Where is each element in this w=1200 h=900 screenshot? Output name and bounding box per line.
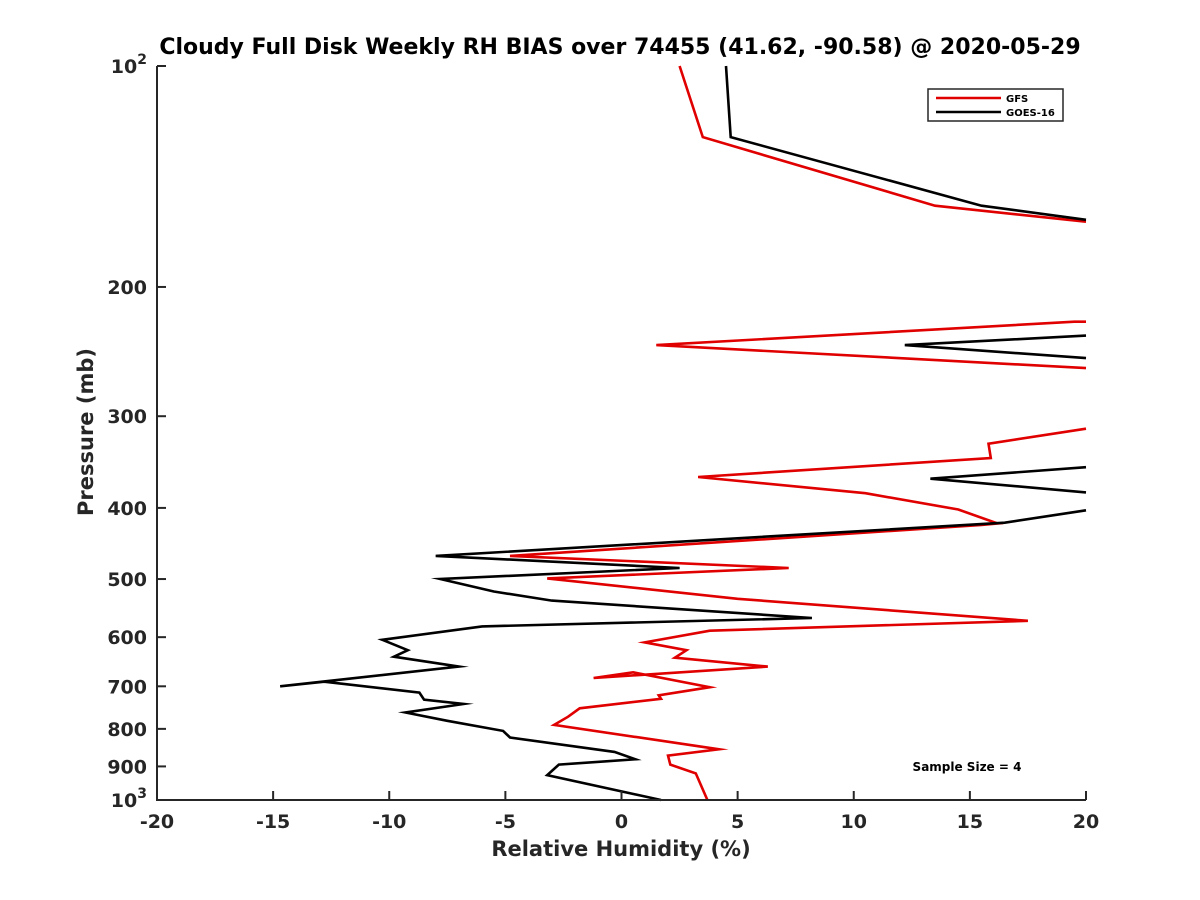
x-tick-label: -20 <box>140 811 174 833</box>
axes <box>156 66 1086 801</box>
series-goes-16-line-3 <box>279 509 1087 802</box>
y-tick-label: 102 <box>111 52 147 78</box>
series-goes-16-line-0 <box>724 65 1087 222</box>
sample-size-annotation: Sample Size = 4 <box>913 760 1022 774</box>
y-tick-label: 600 <box>107 627 147 649</box>
x-tick-label: -10 <box>372 811 406 833</box>
series-gfs-line-0 <box>678 65 1087 223</box>
series-goes-16-line-1 <box>904 334 1087 360</box>
y-tick-label: 200 <box>107 277 147 299</box>
legend-label: GFS <box>1006 94 1028 105</box>
series-goes-16-line-2 <box>930 465 1087 494</box>
plot-lines <box>279 65 1087 802</box>
y-tick-label: 400 <box>107 498 147 520</box>
legend-box <box>927 88 1064 122</box>
x-tick-label: 10 <box>841 811 867 833</box>
x-tick-label: 15 <box>957 811 983 833</box>
x-tick-label: -5 <box>495 811 516 833</box>
y-tick-label: 500 <box>107 569 147 591</box>
x-axis-title: Relative Humidity (%) <box>491 837 750 861</box>
y-axis-title: Pressure (mb) <box>74 348 98 516</box>
series-gfs-line-1 <box>656 320 1087 370</box>
x-tick-label: 0 <box>615 811 628 833</box>
legend: GFS GOES-16 <box>927 88 1064 122</box>
x-tick-label: 5 <box>731 811 744 833</box>
x-tick-label: 20 <box>1073 811 1099 833</box>
y-tick-label: 800 <box>107 719 147 741</box>
chart-title: Cloudy Full Disk Weekly RH BIAS over 744… <box>159 35 1080 60</box>
legend-label: GOES-16 <box>1006 108 1055 119</box>
y-ticks: 102 200 300 400 500 600 700 800 900 103 <box>107 52 166 812</box>
x-ticks: -20 -15 -10 -5 0 5 10 15 20 <box>140 791 1099 833</box>
y-tick-label: 700 <box>107 676 147 698</box>
x-tick-label: -15 <box>256 811 290 833</box>
y-tick-label: 900 <box>107 756 147 778</box>
y-tick-label: 103 <box>111 786 147 812</box>
y-tick-label: 300 <box>107 406 147 428</box>
series-gfs-line-2 <box>509 427 1087 801</box>
